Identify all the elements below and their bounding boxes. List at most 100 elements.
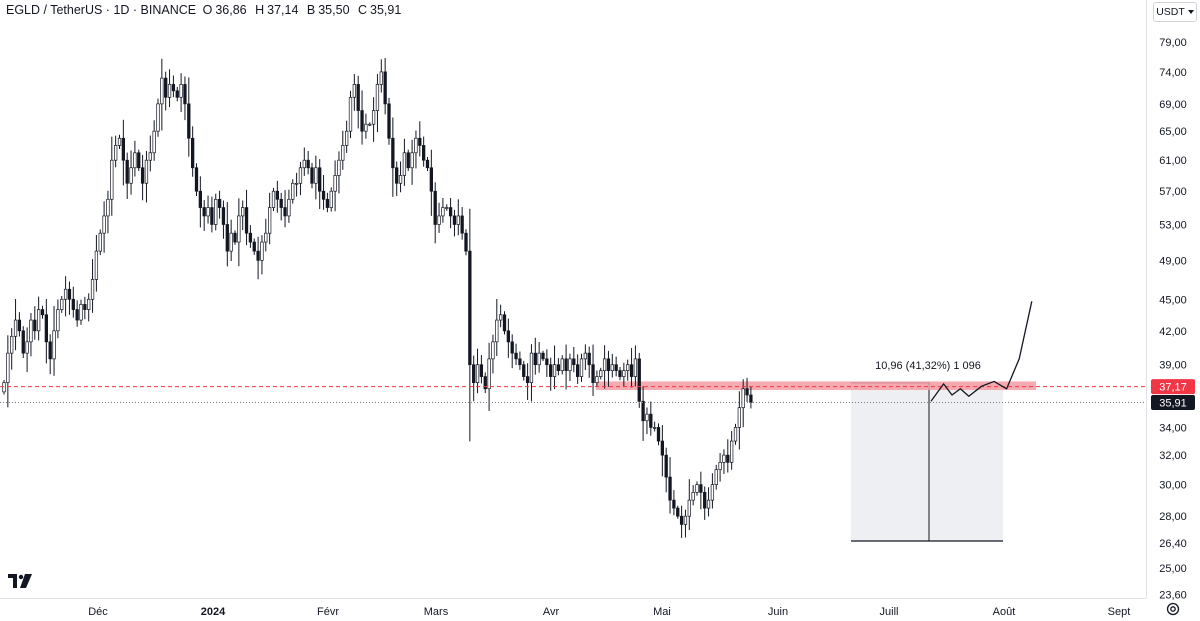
- candle: [125, 152, 129, 199]
- candle: [90, 259, 95, 313]
- candle: [479, 355, 484, 384]
- candle: [714, 464, 718, 490]
- gear-icon[interactable]: [1165, 601, 1181, 617]
- price-tick-label: 25,00: [1159, 563, 1187, 575]
- candle-body: [733, 427, 738, 442]
- candle-body: [202, 207, 206, 217]
- candle-body: [298, 167, 303, 184]
- candle-body: [191, 137, 195, 169]
- candle-body: [310, 167, 314, 184]
- candle: [418, 121, 422, 157]
- candle-body: [448, 207, 453, 217]
- candle: [94, 234, 99, 292]
- candle: [437, 202, 441, 233]
- candle-body: [422, 145, 426, 161]
- price-tick-label: 34,00: [1159, 422, 1187, 434]
- candle: [217, 190, 222, 219]
- candle-body: [668, 476, 672, 501]
- candle: [591, 344, 595, 396]
- candle: [29, 313, 33, 357]
- candle-body: [175, 90, 179, 98]
- candle-body: [676, 507, 680, 517]
- candle: [468, 208, 472, 442]
- time-axis[interactable]: Déc 2024 Févr Mars Avr Mai Juin Juill Août Sept: [88, 606, 1130, 618]
- resistance-zone-rect[interactable]: [596, 381, 1036, 391]
- projection-line[interactable]: [930, 301, 1033, 402]
- candle-body: [722, 454, 726, 463]
- candle: [40, 305, 45, 319]
- candle-body: [710, 484, 715, 501]
- candle: [260, 235, 264, 275]
- candle-body: [44, 314, 48, 343]
- candle: [533, 337, 537, 375]
- candle-body: [56, 309, 60, 332]
- candle: [518, 351, 522, 370]
- candle: [618, 367, 622, 381]
- candle-body: [137, 152, 141, 169]
- candle-body: [333, 175, 337, 192]
- candle-body: [406, 152, 410, 169]
- price-tick-label: 26,40: [1159, 538, 1187, 550]
- candle-body: [387, 103, 391, 139]
- candle: [167, 69, 172, 108]
- candle: [183, 76, 187, 121]
- candle: [687, 479, 691, 531]
- candle: [633, 345, 638, 387]
- candle-body: [48, 341, 52, 360]
- candle: [410, 139, 414, 185]
- candle: [210, 196, 214, 233]
- candle-body: [472, 364, 476, 383]
- candle: [745, 377, 749, 402]
- time-tick-label: Sept: [1108, 606, 1131, 618]
- candle-body: [641, 400, 645, 422]
- resistance-zone[interactable]: [596, 381, 1036, 391]
- candle-body: [125, 159, 129, 184]
- candle: [133, 140, 137, 177]
- candle-body: [275, 190, 279, 200]
- candle-body: [2, 382, 6, 393]
- candle-body: [214, 198, 218, 225]
- symbol-title[interactable]: EGLD / TetherUS · 1D · BINANCE: [6, 3, 197, 17]
- candle: [198, 176, 203, 228]
- candle-body: [475, 364, 480, 383]
- candle-body: [133, 152, 137, 169]
- price-tick-label: 49,00: [1159, 255, 1187, 267]
- candle: [283, 190, 287, 228]
- projection-path[interactable]: [930, 301, 1033, 402]
- candle-body: [375, 84, 380, 111]
- candle-body: [560, 358, 564, 371]
- low-label: B: [306, 3, 316, 17]
- candle: [291, 179, 295, 204]
- candle-body: [113, 145, 118, 161]
- candle: [36, 296, 41, 341]
- candle-body: [264, 232, 268, 243]
- candle: [144, 150, 149, 203]
- candle-body: [575, 364, 580, 377]
- candle: [271, 187, 276, 212]
- candle-body: [229, 232, 233, 252]
- candle: [649, 401, 653, 436]
- price-axis[interactable]: 79,00 74,00 69,00 65,00 61,00 57,00 53,00 49,00…: [1159, 37, 1187, 601]
- candle-body: [244, 207, 249, 234]
- candle: [529, 344, 534, 402]
- candle-body: [341, 145, 345, 161]
- candle: [595, 370, 599, 387]
- candle-body: [718, 461, 722, 471]
- close-label: C: [358, 3, 368, 17]
- candle: [237, 198, 241, 267]
- candle: [726, 439, 730, 473]
- candle-body: [703, 491, 707, 509]
- candle-body: [506, 330, 510, 343]
- measure-tool-range[interactable]: [851, 382, 1003, 542]
- candle-body: [479, 364, 484, 377]
- tradingview-logo[interactable]: [8, 574, 32, 588]
- measure-range-box[interactable]: [851, 382, 1003, 542]
- candle: [221, 200, 226, 239]
- price-axis-labels: 37,17 35,91: [1151, 379, 1195, 410]
- candle-body: [348, 96, 353, 132]
- candle-body: [40, 309, 45, 316]
- candle: [656, 423, 661, 446]
- currency-selector[interactable]: USDT: [1153, 2, 1197, 22]
- candle-body: [583, 352, 587, 360]
